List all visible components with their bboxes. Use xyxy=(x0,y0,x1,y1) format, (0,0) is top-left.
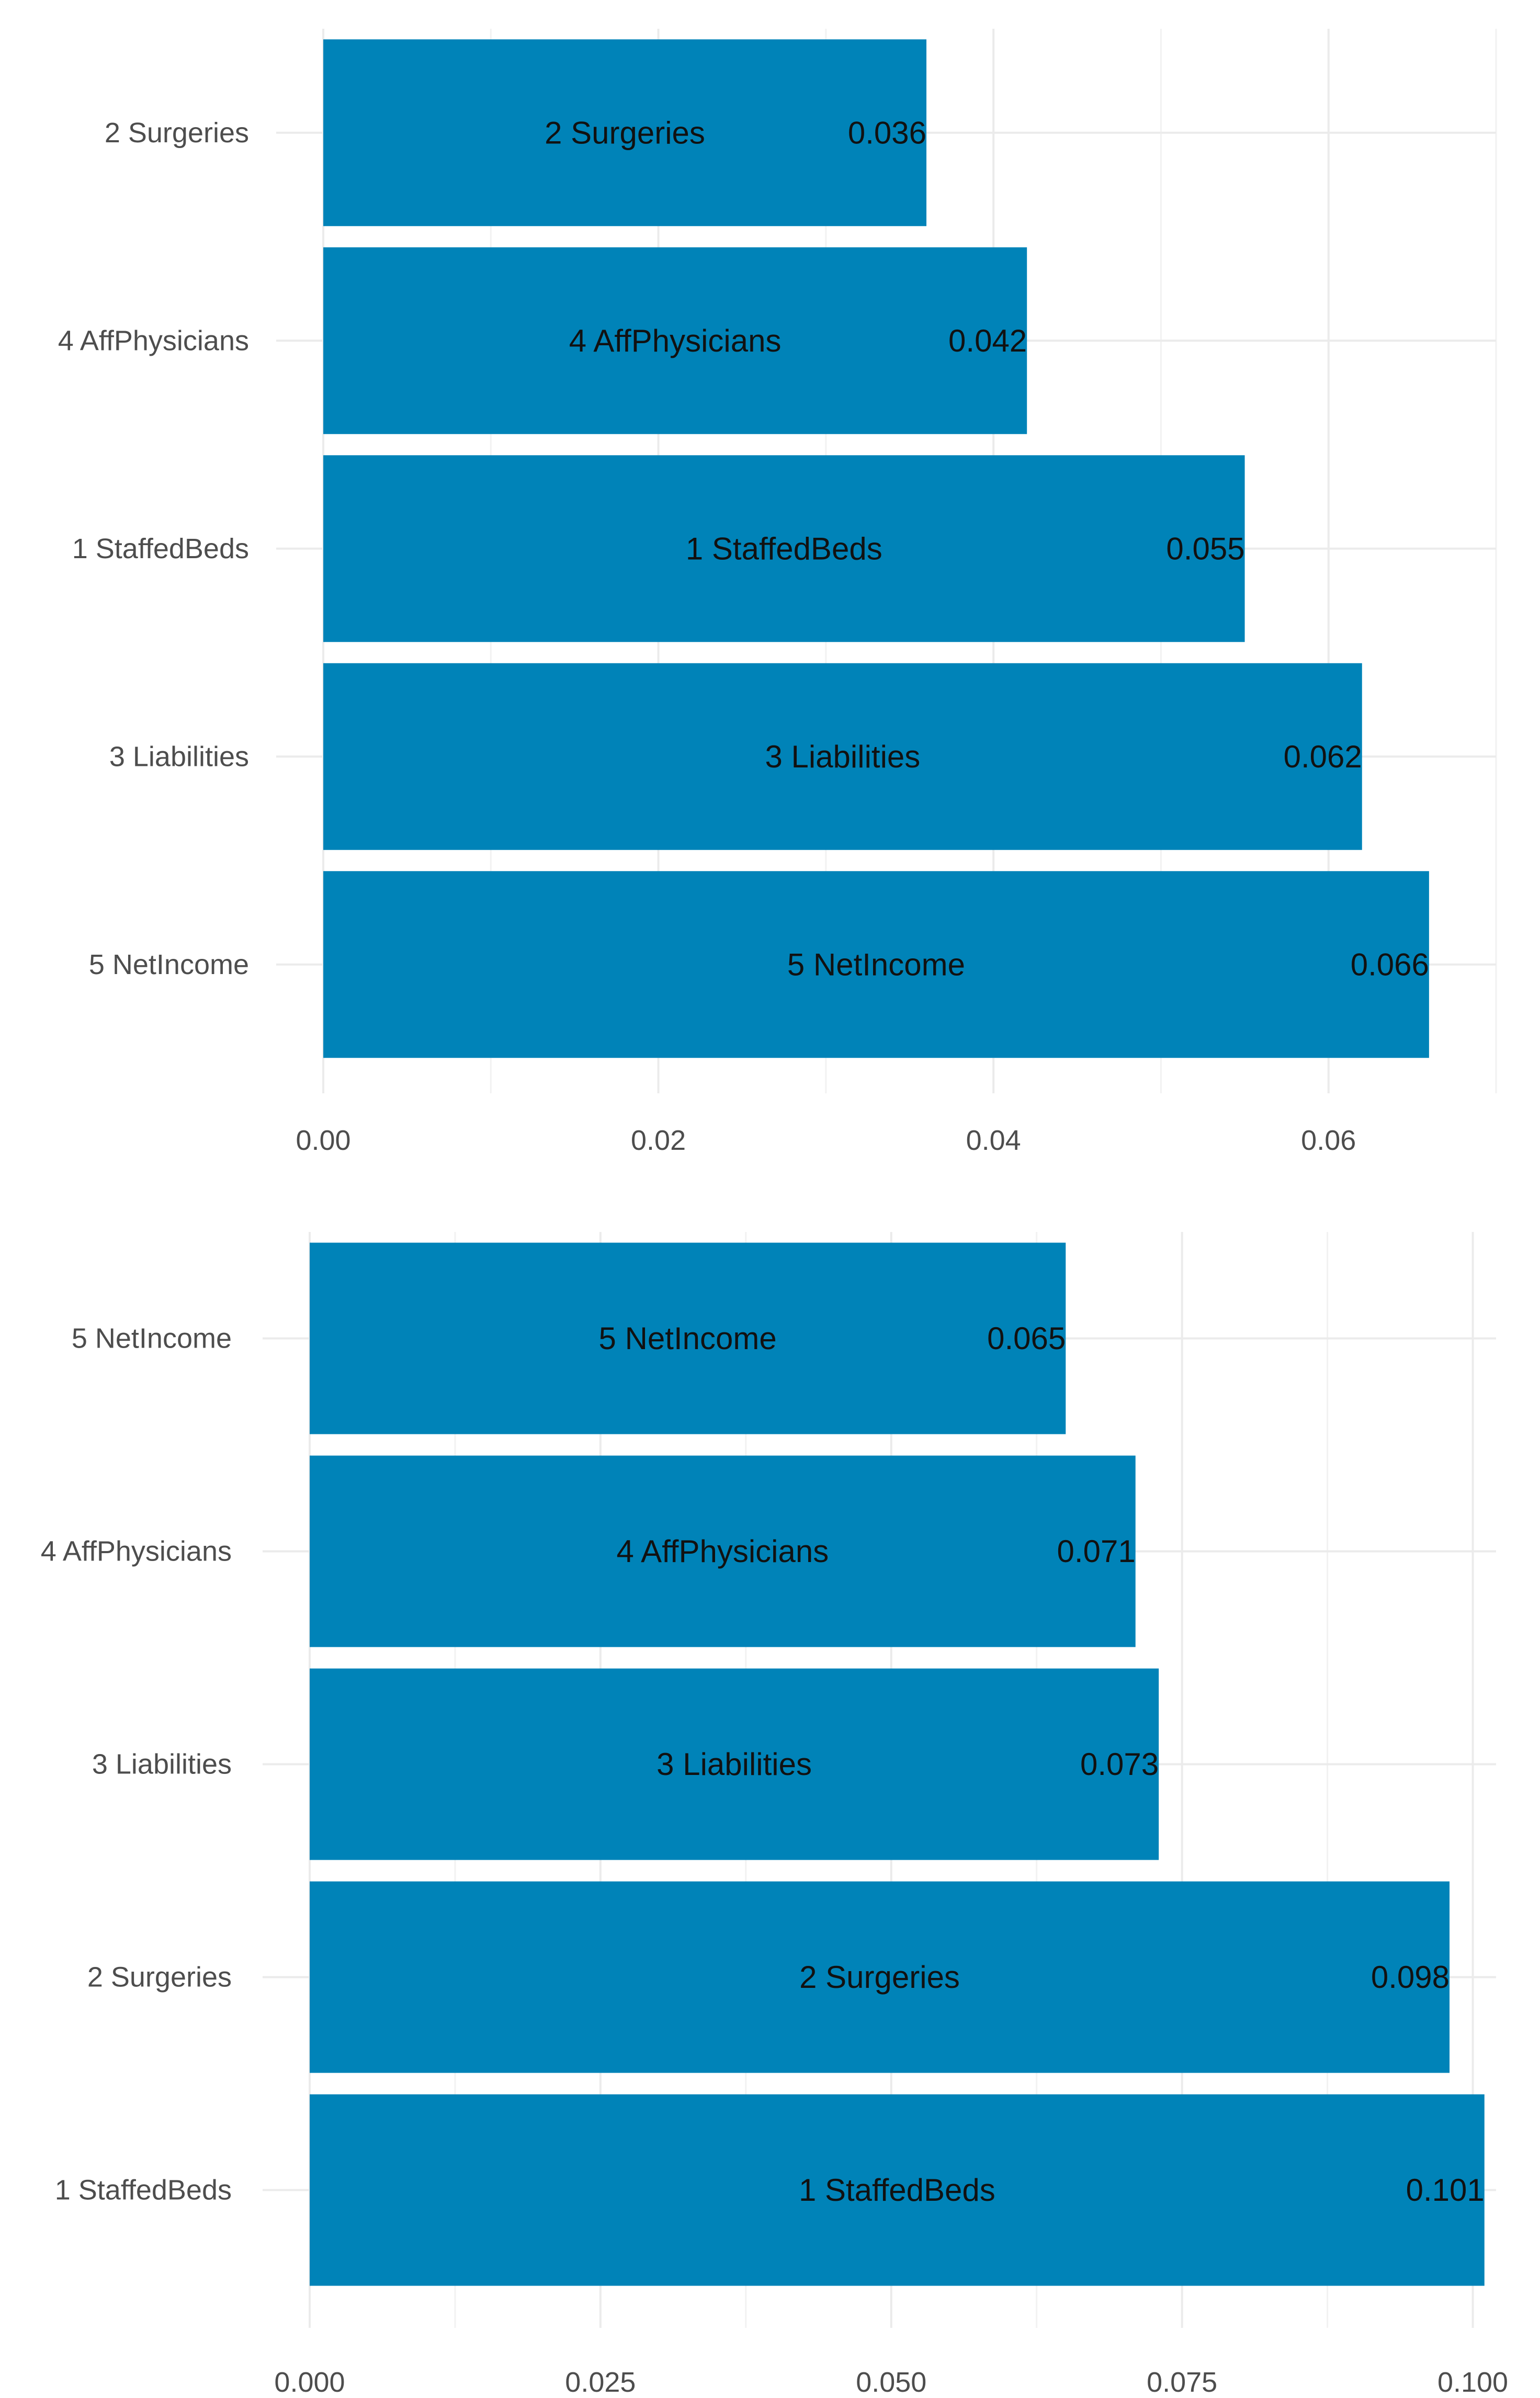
bar-category-label: 2 Surgeries xyxy=(545,115,705,150)
bar xyxy=(310,1242,1066,1434)
bar xyxy=(310,1668,1159,1860)
bar-category-label: 4 AffPhysicians xyxy=(569,323,782,358)
bar-value-label: 0.036 xyxy=(848,115,926,150)
bar xyxy=(323,39,927,227)
category-label: 4 AffPhysicians xyxy=(58,325,249,356)
bar-category-label: 1 StaffedBeds xyxy=(799,2173,995,2208)
category-label: 4 AffPhysicians xyxy=(41,1536,232,1567)
category-label: 2 Surgeries xyxy=(87,1962,232,1993)
x-tick-label: 0.04 xyxy=(966,1125,1021,1156)
category-label: 2 Surgeries xyxy=(105,117,249,149)
x-tick-label: 0.00 xyxy=(296,1125,350,1156)
bar xyxy=(310,1455,1136,1647)
bar-value-label: 0.071 xyxy=(1057,1534,1136,1569)
category-label: 5 NetIncome xyxy=(89,949,249,980)
bar-category-label: 5 NetIncome xyxy=(787,947,965,982)
bar-category-label: 3 Liabilities xyxy=(656,1747,812,1782)
bar-category-label: 3 Liabilities xyxy=(765,739,920,774)
bar xyxy=(310,2094,1485,2286)
bar-value-label: 0.101 xyxy=(1406,2173,1485,2208)
x-tick-label: 0.06 xyxy=(1301,1125,1356,1156)
bar xyxy=(323,455,1245,642)
x-tick-label: 0.050 xyxy=(856,2367,926,2398)
x-tick-label: 0.075 xyxy=(1147,2367,1217,2398)
bar-category-label: 5 NetIncome xyxy=(599,1321,777,1356)
bar xyxy=(323,663,1362,850)
bar-value-label: 0.065 xyxy=(987,1321,1066,1356)
bar xyxy=(323,871,1429,1058)
bar-value-label: 0.062 xyxy=(1284,739,1362,774)
bar xyxy=(323,247,1027,434)
bar-value-label: 0.055 xyxy=(1166,531,1244,566)
bar-category-label: 1 StaffedBeds xyxy=(686,531,882,566)
bar-category-label: 4 AffPhysicians xyxy=(616,1534,829,1569)
x-tick-label: 0.100 xyxy=(1437,2367,1508,2398)
bar-value-label: 0.098 xyxy=(1371,1960,1450,1995)
bar-value-label: 0.066 xyxy=(1351,947,1429,982)
x-tick-label: 0.025 xyxy=(565,2367,636,2398)
category-label: 3 Liabilities xyxy=(109,741,249,772)
x-tick-label: 0.000 xyxy=(274,2367,345,2398)
category-label: 5 NetIncome xyxy=(72,1323,232,1354)
chart-panel-bottom: 5 NetIncome 5 NetIncome 0.065 4 AffPhysicia… xyxy=(41,1232,1508,2398)
bar-category-label: 2 Surgeries xyxy=(799,1960,960,1995)
bar xyxy=(310,1881,1450,2073)
category-label: 3 Liabilities xyxy=(92,1749,232,1780)
x-tick-label: 0.02 xyxy=(631,1125,686,1156)
bar-value-label: 0.042 xyxy=(948,323,1027,358)
category-label: 1 StaffedBeds xyxy=(55,2175,232,2206)
bar-value-label: 0.073 xyxy=(1080,1747,1159,1782)
category-label: 1 StaffedBeds xyxy=(72,533,249,564)
chart-panel-top: 2 Surgeries 2 Surgeries 0.036 4 AffPhysicia… xyxy=(58,29,1497,1156)
